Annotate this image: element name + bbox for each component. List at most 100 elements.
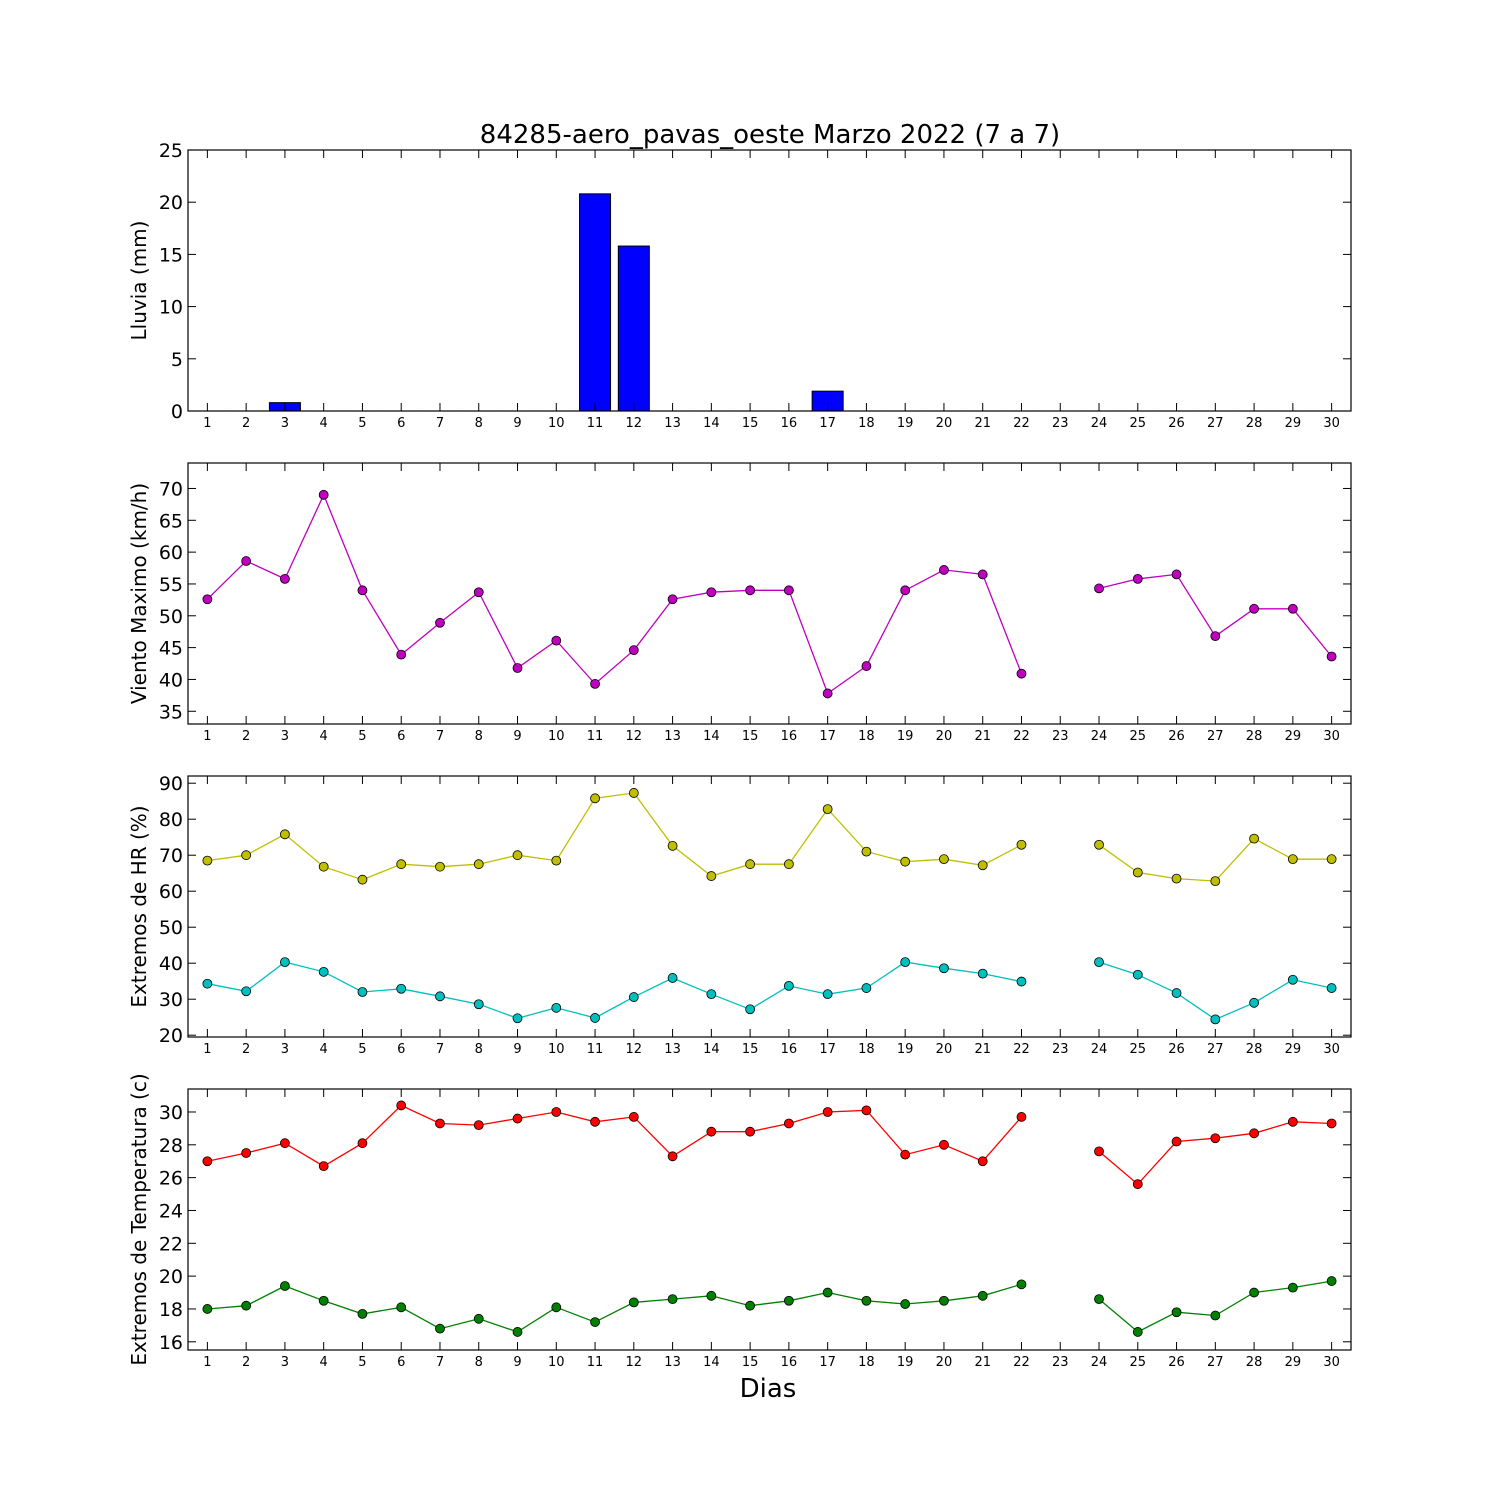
x-tick-label: 18 xyxy=(858,416,875,431)
x-tick-label: 7 xyxy=(436,1042,444,1057)
point-day-28 xyxy=(1250,1288,1259,1297)
point-day-26 xyxy=(1172,1137,1181,1146)
x-tick-label: 3 xyxy=(281,729,289,744)
point-day-4 xyxy=(319,862,328,871)
point-day-22 xyxy=(1017,1280,1026,1289)
y-tick-label: 28 xyxy=(159,1135,183,1157)
point-day-1 xyxy=(203,856,212,865)
x-tick-label: 10 xyxy=(548,1355,565,1370)
x-tick-label: 22 xyxy=(1013,1355,1030,1370)
y-tick-label: 60 xyxy=(159,881,183,903)
point-day-6 xyxy=(397,1101,406,1110)
x-tick-label: 2 xyxy=(242,416,250,431)
point-day-11 xyxy=(591,1013,600,1022)
point-day-22 xyxy=(1017,840,1026,849)
point-day-7 xyxy=(435,1119,444,1128)
x-tick-label: 23 xyxy=(1052,416,1069,431)
point-day-2 xyxy=(242,1149,251,1158)
y-tick-label: 45 xyxy=(159,638,183,660)
point-day-12 xyxy=(629,1112,638,1121)
point-day-5 xyxy=(358,1139,367,1148)
x-tick-label: 1 xyxy=(203,1042,211,1057)
x-tick-label: 19 xyxy=(897,1355,914,1370)
point-day-24 xyxy=(1095,958,1104,967)
point-day-1 xyxy=(203,1304,212,1313)
x-tick-label: 4 xyxy=(320,1355,328,1370)
point-day-25 xyxy=(1133,868,1142,877)
point-day-20 xyxy=(939,1296,948,1305)
point-day-12 xyxy=(629,646,638,655)
x-tick-label: 4 xyxy=(320,1042,328,1057)
x-tick-label: 9 xyxy=(513,729,521,744)
x-tick-label: 21 xyxy=(974,1355,991,1370)
y-tick-label: 35 xyxy=(159,701,183,723)
point-day-29 xyxy=(1288,604,1297,613)
point-day-16 xyxy=(784,586,793,595)
x-tick-label: 23 xyxy=(1052,729,1069,744)
x-tick-label: 17 xyxy=(819,416,836,431)
point-day-3 xyxy=(280,1139,289,1148)
point-day-4 xyxy=(319,1162,328,1171)
point-day-27 xyxy=(1211,632,1220,641)
y-tick-label: 50 xyxy=(159,917,183,939)
point-day-14 xyxy=(707,588,716,597)
y-tick-label: 30 xyxy=(159,1102,183,1124)
point-day-30 xyxy=(1327,652,1336,661)
y-tick-label: 55 xyxy=(159,574,183,596)
x-tick-label: 13 xyxy=(664,729,681,744)
x-tick-label: 7 xyxy=(436,1355,444,1370)
y-tick-label: 65 xyxy=(159,510,183,532)
point-day-10 xyxy=(552,1003,561,1012)
x-tick-label: 21 xyxy=(974,729,991,744)
point-day-9 xyxy=(513,663,522,672)
point-day-12 xyxy=(629,788,638,797)
point-day-13 xyxy=(668,973,677,982)
point-day-4 xyxy=(319,490,328,499)
y-tick-label: 15 xyxy=(159,244,183,266)
point-day-12 xyxy=(629,993,638,1002)
point-day-6 xyxy=(397,984,406,993)
y-tick-label: 90 xyxy=(159,773,183,795)
x-tick-label: 28 xyxy=(1246,1042,1263,1057)
x-tick-label: 24 xyxy=(1091,1042,1108,1057)
x-tick-label: 29 xyxy=(1285,416,1302,431)
x-tick-label: 16 xyxy=(781,1355,798,1370)
point-day-24 xyxy=(1095,840,1104,849)
x-tick-label: 25 xyxy=(1130,1355,1147,1370)
x-tick-label: 11 xyxy=(587,1355,604,1370)
point-day-3 xyxy=(280,830,289,839)
x-tick-label: 2 xyxy=(242,1355,250,1370)
point-day-5 xyxy=(358,875,367,884)
point-day-7 xyxy=(435,862,444,871)
x-tick-label: 28 xyxy=(1246,729,1263,744)
point-day-10 xyxy=(552,1303,561,1312)
point-day-26 xyxy=(1172,1308,1181,1317)
point-day-30 xyxy=(1327,1119,1336,1128)
point-day-10 xyxy=(552,636,561,645)
x-tick-label: 17 xyxy=(819,729,836,744)
point-day-16 xyxy=(784,981,793,990)
y-tick-label: 26 xyxy=(159,1168,183,1190)
point-day-15 xyxy=(746,586,755,595)
point-day-28 xyxy=(1250,834,1259,843)
point-day-7 xyxy=(435,1324,444,1333)
point-day-21 xyxy=(978,861,987,870)
point-day-30 xyxy=(1327,984,1336,993)
x-tick-label: 20 xyxy=(936,1042,953,1057)
point-day-26 xyxy=(1172,570,1181,579)
x-tick-label: 6 xyxy=(397,1355,405,1370)
point-day-8 xyxy=(474,1000,483,1009)
y-tick-label: 24 xyxy=(159,1200,183,1222)
point-day-19 xyxy=(901,857,910,866)
y-tick-label: 20 xyxy=(159,192,183,214)
x-tick-label: 26 xyxy=(1168,1355,1185,1370)
point-day-27 xyxy=(1211,877,1220,886)
x-tick-label: 30 xyxy=(1323,1355,1340,1370)
point-day-18 xyxy=(862,1296,871,1305)
x-tick-label: 5 xyxy=(358,1355,366,1370)
point-day-30 xyxy=(1327,1277,1336,1286)
point-day-5 xyxy=(358,988,367,997)
point-day-21 xyxy=(978,969,987,978)
point-day-5 xyxy=(358,1309,367,1318)
